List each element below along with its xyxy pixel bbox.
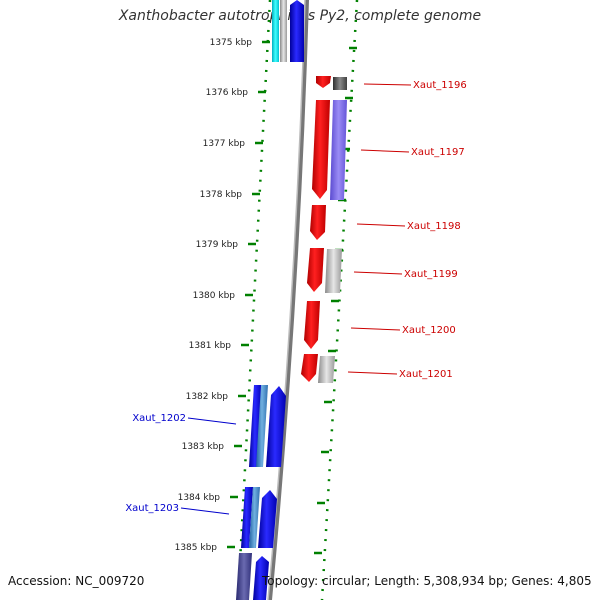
gene-label-leader (350, 327, 401, 331)
reverse-gene (304, 301, 320, 349)
forward-gene (249, 487, 260, 548)
gray-feature (325, 249, 342, 293)
genome-backbone (268, 0, 309, 600)
gene-label[interactable]: Xaut_1200 (402, 325, 456, 336)
scale-tick-label: 1377 kbp (203, 139, 246, 149)
genome-summary: Topology: circular; Length: 5,308,934 bp… (262, 574, 592, 588)
forward-genes (236, 0, 304, 600)
gene-label-leader (187, 417, 237, 425)
reverse-gene (310, 205, 326, 240)
gene-label-leader (353, 271, 403, 275)
gene-label[interactable]: Xaut_1199 (404, 269, 458, 280)
gray-feature (318, 356, 335, 383)
scale-tick-label: 1375 kbp (210, 38, 253, 48)
scale-tick-label: 1380 kbp (193, 291, 236, 301)
gene-label-leader (180, 507, 230, 515)
reverse-gene (307, 248, 324, 292)
cyan-feature (272, 0, 279, 62)
gene-label-leader (356, 223, 406, 227)
forward-gene (266, 386, 286, 467)
scale-tick-label: 1376 kbp (206, 88, 249, 98)
gene-label[interactable]: Xaut_1202 (132, 413, 186, 424)
gene-label-leader (360, 149, 410, 153)
gene-label-leader (347, 371, 398, 375)
left-boundary-line (236, 0, 272, 600)
scale-tick-label: 1385 kbp (175, 543, 218, 553)
gene-label[interactable]: Xaut_1201 (399, 369, 453, 380)
scale-tick-label: 1381 kbp (189, 341, 232, 351)
forward-gene (253, 556, 269, 600)
scale-tick-label: 1383 kbp (182, 442, 225, 452)
gene-label[interactable]: Xaut_1198 (407, 221, 461, 232)
gray-feature (280, 0, 287, 62)
reverse-gene (301, 354, 318, 382)
scale-tick-label: 1384 kbp (178, 493, 221, 503)
gene-label-leader (363, 83, 412, 86)
gene-label[interactable]: Xaut_1197 (411, 147, 465, 158)
scale-tick-label: 1382 kbp (186, 392, 229, 402)
scale-ticks: 1375 kbp 1376 kbp 1377 kbp 1378 kbp 1379 kbp… (175, 38, 357, 555)
gene-label[interactable]: Xaut_1196 (413, 80, 467, 91)
scale-tick-label: 1378 kbp (200, 190, 243, 200)
purple-feature (330, 100, 347, 200)
reverse-gene (316, 76, 331, 88)
reverse-genes (301, 76, 347, 383)
reverse-gene (312, 100, 330, 199)
forward-gene (290, 0, 304, 62)
scale-tick-label: 1379 kbp (196, 240, 239, 250)
forward-gene (256, 385, 268, 467)
forward-gene (236, 553, 252, 600)
gray-feature (333, 77, 347, 90)
accession-label: Accession: NC_009720 (8, 574, 145, 588)
gene-labels: Xaut_1196 Xaut_1197 Xaut_1198 Xaut_1199 Xaut… (125, 80, 467, 515)
forward-gene (249, 385, 262, 467)
forward-gene (258, 490, 277, 548)
gene-label[interactable]: Xaut_1203 (125, 503, 179, 514)
right-boundary-line (320, 0, 359, 600)
